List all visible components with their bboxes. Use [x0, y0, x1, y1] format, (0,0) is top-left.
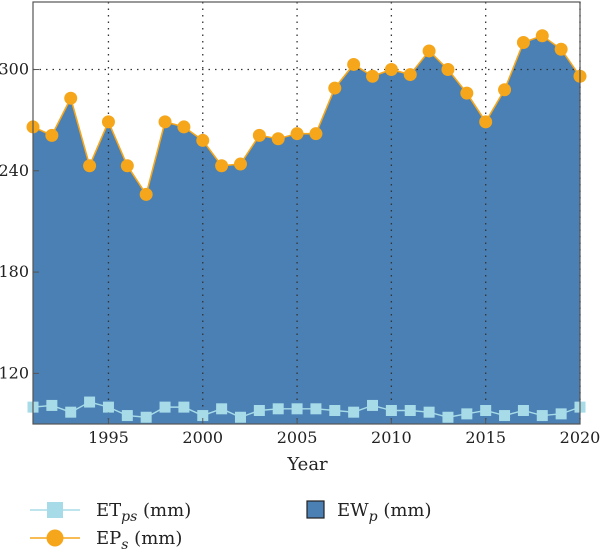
- ep-point-2009: [366, 69, 380, 83]
- ep-point-2002: [233, 157, 247, 171]
- ep-point-2017: [516, 36, 530, 50]
- y-tick-label-300: 300: [0, 60, 29, 79]
- ep-point-2004: [271, 132, 285, 146]
- et-point-2009: [367, 399, 379, 411]
- et-point-2019: [555, 408, 567, 420]
- legend-label-et: ETps (mm): [96, 500, 191, 525]
- et-point-2003: [253, 404, 265, 416]
- et-point-2014: [461, 408, 473, 420]
- et-point-2018: [536, 410, 548, 422]
- et-point-1995: [102, 401, 114, 413]
- y-axis-ticks: 120 180 240 300: [0, 60, 39, 382]
- et-point-1994: [84, 396, 96, 408]
- ew-area-layer: [33, 35, 580, 424]
- et-point-2015: [480, 404, 492, 416]
- legend: ETps (mm) EPs (mm) EWp (mm): [30, 500, 432, 551]
- ep-point-2003: [252, 128, 266, 142]
- ep-point-1998: [158, 115, 172, 129]
- ep-point-2014: [460, 86, 474, 100]
- ep-point-2011: [403, 68, 417, 82]
- ep-point-2012: [422, 44, 436, 58]
- legend-ep-marker: [46, 529, 64, 547]
- ep-point-2013: [441, 63, 455, 77]
- et-point-2008: [348, 406, 360, 418]
- ep-point-1999: [177, 120, 191, 134]
- ep-point-2007: [328, 81, 342, 95]
- et-point-1993: [65, 406, 77, 418]
- ep-point-2000: [196, 133, 210, 147]
- ep-point-1992: [45, 128, 59, 142]
- x-tick-label-2020: 2020: [560, 428, 600, 447]
- ep-point-1995: [101, 115, 115, 129]
- ep-point-2006: [309, 127, 323, 141]
- et-point-2002: [234, 411, 246, 423]
- et-point-1996: [121, 410, 133, 422]
- et-point-2010: [385, 404, 397, 416]
- et-point-2016: [499, 410, 511, 422]
- ep-point-2008: [347, 57, 361, 71]
- y-tick-label-240: 240: [0, 161, 29, 180]
- ew-area: [33, 35, 580, 424]
- x-tick-label-2005: 2005: [277, 428, 318, 447]
- et-point-2012: [423, 406, 435, 418]
- et-point-2017: [517, 404, 529, 416]
- y-tick-label-120: 120: [0, 363, 29, 382]
- legend-label-ep: EPs (mm): [96, 528, 182, 551]
- ep-point-1996: [120, 159, 134, 173]
- ep-point-2001: [215, 159, 229, 173]
- x-tick-label-1995: 1995: [88, 428, 129, 447]
- et-point-1998: [159, 401, 171, 413]
- ep-point-1993: [64, 91, 78, 105]
- legend-ew-swatch: [306, 500, 325, 519]
- legend-label-ew: EWp (mm): [337, 500, 432, 525]
- ep-point-2010: [384, 63, 398, 77]
- et-point-2000: [197, 410, 209, 422]
- et-point-2005: [291, 403, 303, 415]
- et-point-2011: [404, 404, 416, 416]
- ep-point-2019: [554, 42, 568, 56]
- x-axis-title: Year: [286, 454, 328, 475]
- x-axis-ticks: 1995 2000 2005 2010 2015 2020: [88, 418, 600, 447]
- ep-point-2015: [479, 115, 493, 129]
- et-point-2013: [442, 411, 454, 423]
- ep-point-1997: [139, 187, 153, 201]
- et-point-2004: [272, 403, 284, 415]
- et-point-2001: [216, 403, 228, 415]
- et-point-2007: [329, 404, 341, 416]
- et-point-2006: [310, 403, 322, 415]
- et-point-1999: [178, 401, 190, 413]
- plot-frame: [32, 1, 581, 425]
- legend-et-marker: [47, 502, 63, 518]
- x-tick-label-2000: 2000: [182, 428, 223, 447]
- et-point-1992: [46, 399, 58, 411]
- ep-point-2018: [535, 29, 549, 43]
- ep-point-2005: [290, 127, 304, 141]
- x-tick-label-2015: 2015: [465, 428, 506, 447]
- y-tick-label-180: 180: [0, 262, 29, 281]
- ep-point-1994: [83, 159, 97, 173]
- ep-series: [26, 29, 587, 201]
- ep-point-2016: [498, 83, 512, 97]
- x-tick-label-2010: 2010: [371, 428, 412, 447]
- et-point-1997: [140, 411, 152, 423]
